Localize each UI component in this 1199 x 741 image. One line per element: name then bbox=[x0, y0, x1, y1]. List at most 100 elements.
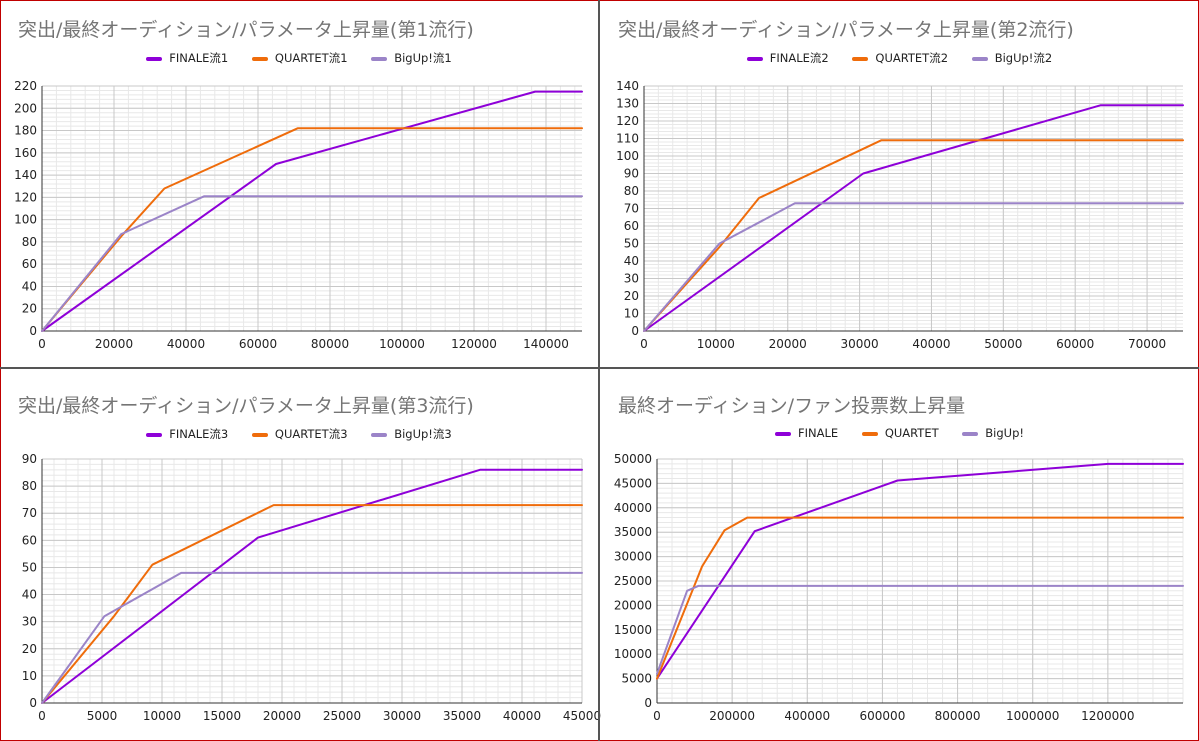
y-tick-label: 220 bbox=[14, 79, 37, 93]
chart-legend: FINALE流1 QUARTET流1 BigUp!流1 bbox=[0, 50, 598, 66]
x-tick-label: 60000 bbox=[239, 337, 277, 351]
y-tick-label: 0 bbox=[29, 696, 37, 710]
chart-plot: 0 200000 400000 600000 800000 1000000 1200000 0… bbox=[614, 452, 1184, 723]
chart-panel-trend-3: 突出/最終オーディション/パラメータ上昇量(第3流行) FINALE流3 QUA… bbox=[0, 369, 601, 741]
legend-item-bigup: BigUp!流2 bbox=[971, 50, 1053, 66]
x-tick-label: 140000 bbox=[523, 337, 569, 351]
x-tick-label: 1200000 bbox=[1081, 709, 1134, 723]
x-tick-label: 40000 bbox=[503, 709, 541, 723]
chart-panel-trend-2: 突出/最終オーディション/パラメータ上昇量(第2流行) FINALE流2 QUA… bbox=[600, 0, 1199, 367]
y-tick-label: 25000 bbox=[614, 574, 652, 588]
legend-label: QUARTET流3 bbox=[274, 427, 348, 441]
y-tick-label: 140 bbox=[14, 168, 37, 182]
series-line-quartet bbox=[41, 504, 583, 704]
x-tick-label: 400000 bbox=[784, 709, 830, 723]
y-tick-label: 5000 bbox=[621, 672, 652, 686]
x-tick-label: 40000 bbox=[167, 337, 205, 351]
x-tick-label: 15000 bbox=[203, 709, 241, 723]
y-tick-label: 70 bbox=[624, 202, 639, 216]
chart-plot: 0 10000 20000 30000 40000 50000 60000 70000 0 10 2… bbox=[616, 79, 1184, 351]
x-tick-label: 600000 bbox=[860, 709, 906, 723]
chart-legend: FINALE QUARTET BigUp! bbox=[600, 426, 1199, 440]
y-tick-label: 90 bbox=[624, 167, 639, 181]
panel-divider-vertical bbox=[598, 0, 600, 741]
y-tick-label: 120 bbox=[616, 114, 639, 128]
series-line-finale bbox=[643, 104, 1184, 332]
y-tick-label: 20 bbox=[624, 289, 639, 303]
series-line-bigup bbox=[643, 202, 1184, 332]
series-line-finale bbox=[656, 462, 1184, 680]
x-tick-label: 45000 bbox=[563, 709, 601, 723]
series-line-finale bbox=[41, 468, 583, 704]
chart-legend: FINALE流2 QUARTET流2 BigUp!流2 bbox=[600, 50, 1199, 66]
y-tick-label: 140 bbox=[616, 79, 639, 93]
legend-swatch bbox=[371, 56, 388, 61]
y-tick-label: 80 bbox=[22, 479, 37, 493]
y-tick-label: 40 bbox=[624, 254, 639, 268]
chart-plot: 0 20000 40000 60000 80000 100000 120000 140000 0… bbox=[14, 79, 583, 351]
y-tick-label: 50 bbox=[624, 237, 639, 251]
y-tick-label: 45000 bbox=[614, 476, 652, 490]
series-line-quartet bbox=[656, 516, 1184, 680]
legend-item-bigup: BigUp! bbox=[962, 426, 1024, 440]
legend-label: QUARTET流1 bbox=[274, 51, 348, 65]
major-gridlines bbox=[41, 458, 583, 704]
legend-swatch bbox=[251, 56, 268, 61]
panel-divider-horizontal bbox=[0, 367, 1199, 369]
legend-label: QUARTET bbox=[884, 426, 939, 440]
y-tick-label: 160 bbox=[14, 146, 37, 160]
legend-swatch bbox=[962, 431, 979, 436]
x-tick-label: 200000 bbox=[709, 709, 755, 723]
x-tick-label: 35000 bbox=[443, 709, 481, 723]
x-tick-label: 100000 bbox=[379, 337, 425, 351]
chart-panel-fan-votes: 最終オーディション/ファン投票数上昇量 FINALE QUARTET BigUp… bbox=[600, 369, 1199, 741]
chart-title: 突出/最終オーディション/パラメータ上昇量(第3流行) bbox=[18, 395, 474, 417]
x-tick-label: 60000 bbox=[1056, 337, 1094, 351]
legend-label: BigUp!流2 bbox=[994, 51, 1053, 65]
legend-label: BigUp!流1 bbox=[394, 51, 452, 65]
y-tick-label: 110 bbox=[616, 132, 639, 146]
major-gridlines bbox=[656, 458, 1183, 704]
x-tick-label: 30000 bbox=[383, 709, 421, 723]
y-tick-label: 120 bbox=[14, 190, 37, 204]
y-tick-label: 30 bbox=[624, 272, 639, 286]
legend-item-finale: FINALE流3 bbox=[146, 426, 228, 442]
y-tick-label: 100 bbox=[616, 149, 639, 163]
legend-item-finale: FINALE流2 bbox=[746, 50, 829, 66]
legend-label: BigUp!流3 bbox=[394, 427, 452, 441]
x-tick-label: 10000 bbox=[143, 709, 181, 723]
chart-title: 突出/最終オーディション/パラメータ上昇量(第2流行) bbox=[618, 19, 1074, 41]
y-tick-label: 80 bbox=[624, 184, 639, 198]
y-tick-label: 0 bbox=[631, 324, 639, 338]
y-tick-label: 0 bbox=[29, 324, 37, 338]
legend-swatch bbox=[746, 56, 763, 61]
y-tick-label: 15000 bbox=[614, 623, 652, 637]
y-tick-label: 40000 bbox=[614, 501, 652, 515]
x-tick-label: 1000000 bbox=[1006, 709, 1059, 723]
legend-swatch bbox=[852, 56, 869, 61]
legend-item-bigup: BigUp!流3 bbox=[371, 426, 452, 442]
x-tick-label: 0 bbox=[38, 709, 46, 723]
major-gridlines bbox=[41, 85, 582, 332]
minor-gridlines bbox=[41, 85, 582, 332]
legend-item-quartet: QUARTET bbox=[861, 426, 939, 440]
y-tick-label: 50 bbox=[22, 560, 37, 574]
y-tick-label: 100 bbox=[14, 213, 37, 227]
series-line-quartet bbox=[643, 139, 1184, 332]
y-tick-label: 20000 bbox=[614, 598, 652, 612]
legend-label: FINALE bbox=[798, 426, 839, 440]
chart-panel-trend-1: 突出/最終オーディション/パラメータ上昇量(第1流行) FINALE流1 QUA… bbox=[0, 0, 598, 367]
legend-item-bigup: BigUp!流1 bbox=[371, 50, 452, 66]
y-tick-label: 50000 bbox=[614, 452, 652, 466]
x-tick-label: 50000 bbox=[984, 337, 1022, 351]
legend-label: FINALE流1 bbox=[169, 51, 229, 65]
y-tick-label: 10 bbox=[624, 307, 639, 321]
legend-label: BigUp! bbox=[985, 426, 1024, 440]
x-tick-label: 0 bbox=[653, 709, 661, 723]
x-tick-label: 30000 bbox=[841, 337, 879, 351]
x-tick-label: 20000 bbox=[769, 337, 807, 351]
legend-swatch bbox=[146, 56, 163, 61]
x-tick-label: 10000 bbox=[697, 337, 735, 351]
legend-swatch bbox=[971, 56, 988, 61]
major-gridlines bbox=[643, 85, 1183, 332]
